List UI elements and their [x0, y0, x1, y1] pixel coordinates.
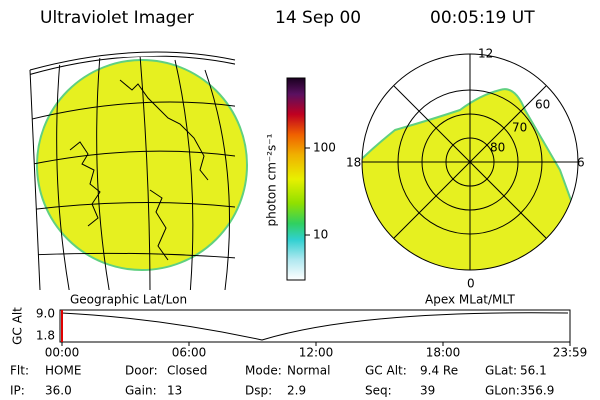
- status-value: Normal: [287, 364, 330, 378]
- altitude-tick: 1.8: [36, 329, 55, 343]
- altitude-curve: [61, 312, 569, 341]
- colorbar: [286, 77, 306, 281]
- status-value: 36.0: [45, 384, 72, 398]
- mlt-label: 12: [478, 47, 493, 61]
- status-value: Closed: [167, 364, 207, 378]
- mlt-label: 0: [467, 277, 475, 291]
- geographic-image: [29, 51, 248, 291]
- altitude-tick: 9.0: [36, 307, 55, 321]
- status-label: IP:: [10, 384, 25, 398]
- mlt-label: 18: [346, 156, 361, 170]
- status-label: GLon:: [485, 384, 520, 398]
- status-value: 2.9: [287, 384, 306, 398]
- caption-right: Apex MLat/MLT: [425, 293, 515, 307]
- status-label: GC Alt:: [365, 364, 407, 378]
- time-label: 18:00: [426, 346, 461, 360]
- colorbar-label: 10: [313, 228, 328, 242]
- mlt-label: 6: [577, 156, 585, 170]
- altitude-panel: [59, 309, 571, 343]
- status-value: 39: [420, 384, 435, 398]
- status-label: Mode:: [245, 364, 282, 378]
- status-value: 356.9: [520, 384, 554, 398]
- caption-left: Geographic Lat/Lon: [70, 293, 187, 307]
- status-value: 13: [167, 384, 182, 398]
- polar-image: [361, 53, 579, 271]
- status-label: Gain:: [125, 384, 157, 398]
- instrument: Ultraviolet Imager: [40, 8, 194, 28]
- time-label: 23:59: [553, 346, 588, 360]
- status-value: HOME: [45, 364, 81, 378]
- status-label: Flt:: [10, 364, 29, 378]
- status-label: Seq:: [365, 384, 392, 398]
- status-value: 9.4 Re: [420, 364, 458, 378]
- status-label: Door:: [125, 364, 158, 378]
- time: 00:05:19 UT: [430, 8, 535, 28]
- time-label: 06:00: [172, 346, 207, 360]
- altitude-axis-label: GC Alt: [11, 307, 25, 345]
- lat-label: 70: [512, 121, 527, 135]
- lat-label: 80: [490, 141, 505, 155]
- time-label: 12:00: [299, 346, 334, 360]
- lat-label: 60: [535, 98, 550, 112]
- time-label: 00:00: [45, 346, 80, 360]
- status-label: GLat:: [485, 364, 517, 378]
- status-label: Dsp:: [245, 384, 272, 398]
- colorbar-unit: photon cm⁻²s⁻¹: [265, 133, 279, 226]
- date: 14 Sep 00: [275, 8, 361, 28]
- status-value: 56.1: [520, 364, 547, 378]
- colorbar-label: 100: [313, 141, 336, 155]
